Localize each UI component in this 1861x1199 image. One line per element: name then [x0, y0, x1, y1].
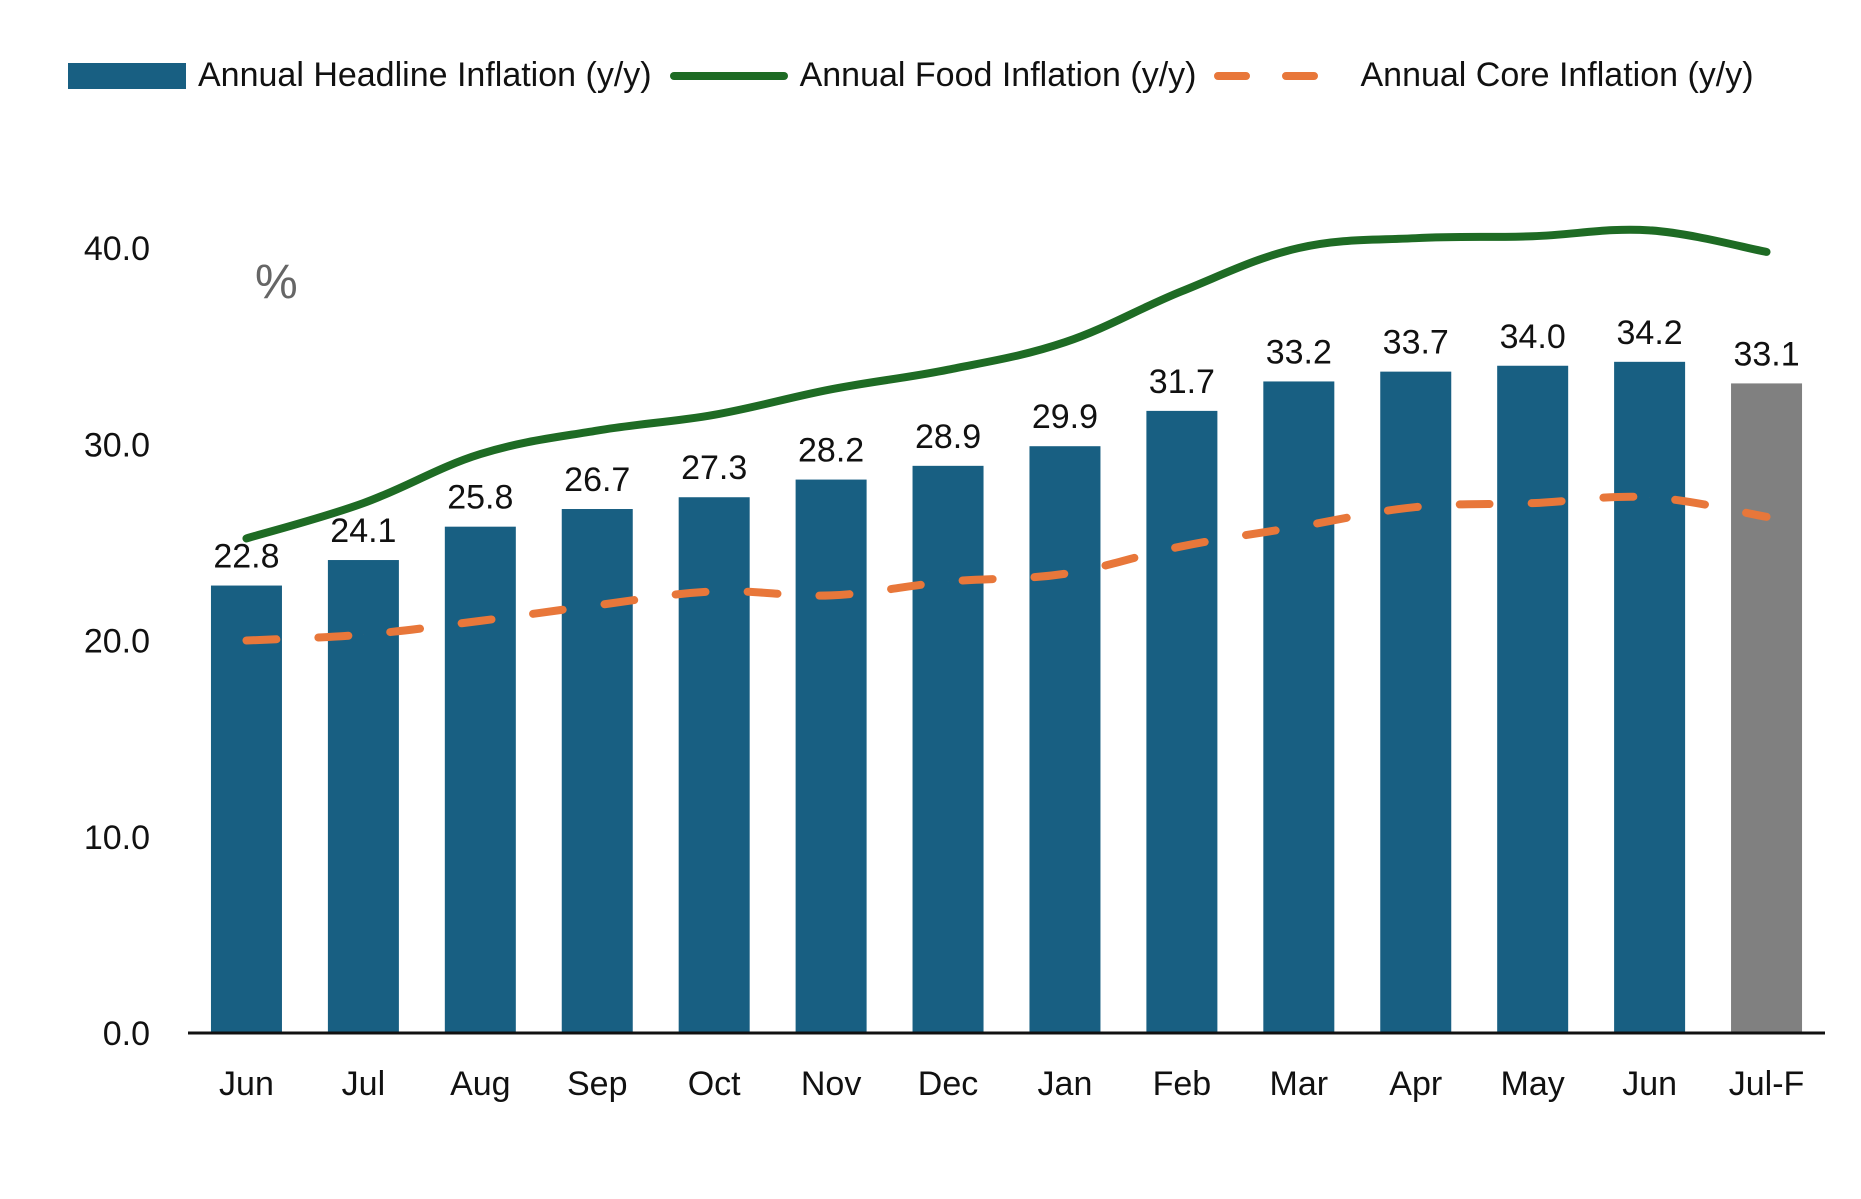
bar — [1029, 446, 1101, 1033]
legend-swatch-core — [1214, 71, 1333, 80]
x-tick-label: Jul-F — [1729, 1065, 1805, 1103]
bar — [210, 585, 282, 1033]
food-inflation-line — [242, 225, 1771, 543]
x-tick-label: Jan — [1038, 1065, 1093, 1103]
bar-data-label: 34.2 — [1617, 314, 1683, 352]
bar-data-label: 25.8 — [447, 479, 513, 517]
bar — [678, 497, 750, 1033]
bar-data-label: 28.2 — [798, 432, 864, 470]
legend-label-core: Annual Core Inflation (y/y) — [1360, 56, 1754, 94]
bar-data-label: 28.9 — [915, 418, 981, 456]
bar — [444, 526, 516, 1033]
x-tick-label: Jun — [219, 1065, 274, 1103]
y-tick-label: 40.0 — [84, 230, 150, 268]
legend-label-food: Annual Food Inflation (y/y) — [799, 56, 1197, 94]
bar-data-label: 33.7 — [1383, 324, 1449, 362]
bar-data-label: 34.0 — [1500, 318, 1566, 356]
legend-swatch-headline — [68, 62, 186, 89]
bar — [1497, 365, 1569, 1033]
y-tick-label: 0.0 — [103, 1015, 150, 1053]
bar-data-label: 22.8 — [213, 538, 279, 576]
bar-data-label: 29.9 — [1032, 398, 1098, 436]
bar-data-label: 27.3 — [681, 449, 747, 487]
x-tick-label: Aug — [450, 1065, 511, 1103]
legend-item-core: Annual Core Inflation (y/y) — [1196, 56, 1754, 95]
bar-data-label: 26.7 — [564, 461, 630, 499]
legend-swatch-food — [669, 71, 788, 80]
bar-data-label: 33.1 — [1733, 335, 1799, 373]
bar — [795, 479, 867, 1033]
bar-data-label: 33.2 — [1266, 333, 1332, 371]
bar — [1614, 361, 1686, 1033]
y-tick-label: 30.0 — [84, 426, 150, 464]
bar — [561, 509, 633, 1033]
y-tick-label: 10.0 — [84, 819, 150, 857]
bar — [1380, 371, 1452, 1033]
x-tick-label: Jun — [1622, 1065, 1677, 1103]
x-tick-label: Jul — [342, 1065, 385, 1103]
bar — [1263, 381, 1335, 1033]
legend-item-headline: Annual Headline Inflation (y/y) — [68, 56, 652, 95]
legend-label-headline: Annual Headline Inflation (y/y) — [198, 56, 652, 94]
core-inflation-line — [242, 492, 1771, 645]
x-tick-label: Mar — [1270, 1065, 1329, 1103]
x-tick-label: May — [1501, 1065, 1565, 1103]
x-tick-label: Apr — [1389, 1065, 1442, 1103]
x-tick-label: Dec — [918, 1065, 978, 1103]
bar-data-label: 24.1 — [330, 512, 396, 550]
y-tick-label: 20.0 — [84, 623, 150, 661]
bar — [912, 465, 984, 1033]
unit-label: % — [255, 256, 298, 309]
bar-data-label: 31.7 — [1149, 363, 1215, 401]
x-tick-label: Nov — [801, 1065, 861, 1103]
legend: Annual Headline Inflation (y/y) Annual F… — [68, 56, 1754, 95]
bar — [1146, 410, 1218, 1033]
x-tick-label: Sep — [567, 1065, 628, 1103]
bar — [1731, 383, 1803, 1034]
x-tick-label: Feb — [1153, 1065, 1212, 1103]
x-tick-label: Oct — [688, 1065, 741, 1103]
legend-item-food: Annual Food Inflation (y/y) — [652, 56, 1197, 95]
